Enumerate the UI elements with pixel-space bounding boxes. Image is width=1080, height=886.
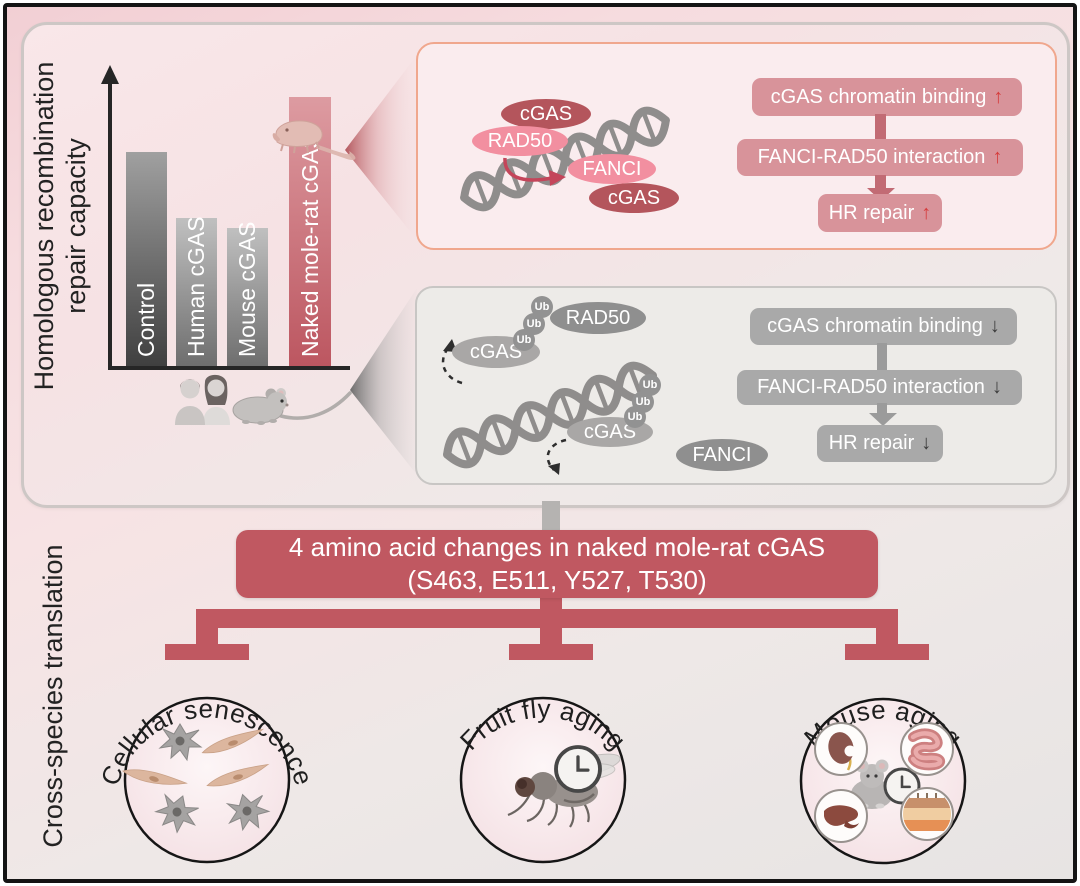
mutation-line2: (S463, E511, Y527, T530) (407, 565, 707, 595)
down-arrow-icon: ↓ (921, 432, 932, 454)
ubiquitin-badge: Ub (624, 406, 646, 428)
protein-oval-cgas: cGAS (501, 99, 591, 129)
flow-box-hr-repair-down: HR repair ↓ (817, 425, 943, 462)
down-arrow-icon: ↓ (991, 376, 1002, 398)
flow-label: FANCI-RAD50 interaction (757, 376, 985, 398)
y-axis-label-line2: repair capacity (61, 138, 91, 314)
protein-oval-fanci: FANCI (568, 154, 656, 184)
protein-oval-rad50: RAD50 (472, 126, 568, 156)
bar-label-human: Human cGAS (183, 216, 209, 357)
bar-label-mouse: Mouse cGAS (234, 222, 260, 358)
flow-box-chromatin-binding-up: cGAS chromatin binding ↑ (752, 78, 1022, 116)
human-couple-icon (175, 374, 230, 425)
flow-label: FANCI-RAD50 interaction (757, 146, 986, 168)
flow-box-fanci-rad50-down: FANCI-RAD50 interaction ↓ (737, 370, 1022, 405)
mutation-summary-box: 4 amino acid changes in naked mole-rat c… (236, 530, 878, 598)
zoom-cone-gray (350, 288, 417, 475)
ub-label: Ub (627, 411, 643, 423)
flow-label: cGAS chromatin binding (770, 85, 987, 108)
bar-human-cgas (176, 218, 217, 368)
ub-label: Ub (642, 379, 658, 391)
protein-label: cGAS (583, 420, 637, 443)
aging-mouse-icon (851, 759, 893, 809)
flow-box-hr-repair-up: HR repair ↑ (818, 194, 942, 232)
branch-drop-right (876, 628, 898, 645)
bar-mouse-cgas (227, 228, 268, 368)
ubiquitin-badge: Ub (639, 374, 661, 396)
bar-control (126, 152, 167, 368)
branch-drop-left (196, 628, 218, 645)
flow-box-fanci-rad50-up: FANCI-RAD50 interaction ↑ (737, 139, 1023, 176)
bar-label-control: Control (133, 283, 159, 357)
mouse-icon (232, 388, 352, 425)
bar-label-nmr: Naked mole-rat cGAS (297, 133, 323, 357)
protein-oval-fanci: FANCI (676, 439, 768, 471)
protein-label: cGAS (519, 102, 573, 125)
flow-connector (877, 343, 887, 372)
dashed-arrowhead-icon (548, 463, 560, 475)
branch-tbar-center (509, 644, 593, 660)
y-axis-arrowhead-icon (101, 65, 119, 84)
ubiquitin-badge: Ub (531, 296, 553, 318)
protein-label: RAD50 (565, 306, 631, 329)
protein-label: FANCI (692, 443, 752, 466)
flow-connector (877, 403, 887, 415)
intestine-icon (908, 728, 945, 771)
skin-icon (903, 793, 951, 831)
liver-icon (824, 805, 859, 829)
ub-label: Ub (534, 301, 550, 313)
mutation-line1: 4 amino acid changes in naked mole-rat c… (288, 531, 826, 562)
clock-icon (554, 745, 602, 793)
up-arrow-icon: ↑ (992, 146, 1003, 168)
y-axis-label-line1: Homologous recombination (29, 62, 59, 391)
flow-box-chromatin-binding-down: cGAS chromatin binding ↓ (750, 308, 1017, 345)
up-arrow-icon: ↑ (921, 201, 932, 224)
protein-label: cGAS (469, 340, 523, 363)
flow-label: HR repair (828, 201, 915, 224)
up-arrow-icon: ↑ (993, 85, 1004, 108)
zoom-cone-red (345, 55, 417, 240)
protein-label: cGAS (607, 186, 661, 209)
flow-label: cGAS chromatin binding (767, 315, 983, 337)
down-arrowhead-icon (869, 413, 897, 426)
ub-label: Ub (526, 318, 542, 330)
naked-mole-rat-icon (272, 120, 356, 161)
ub-label: Ub (516, 334, 532, 346)
protein-label: RAD50 (487, 129, 553, 152)
protein-oval-cgas2: cGAS (589, 183, 679, 213)
curved-arrow-icon (503, 157, 566, 186)
branch-hbar (196, 609, 898, 628)
ubiquitin-badge: Ub (513, 329, 535, 351)
branch-drop-center (540, 628, 562, 645)
kidney-icon (828, 732, 856, 771)
panel-connector (542, 501, 560, 531)
protein-label: FANCI (582, 157, 642, 180)
flow-label: HR repair (828, 432, 915, 454)
ub-label: Ub (635, 396, 651, 408)
flow-connector (875, 175, 886, 189)
section-label-cross-species: Cross-species translation (38, 544, 68, 847)
flow-connector (875, 114, 886, 141)
down-arrow-icon: ↓ (989, 315, 1000, 337)
branch-tbar-left (165, 644, 249, 660)
protein-oval-rad50: RAD50 (550, 302, 646, 334)
branch-tbar-right (845, 644, 929, 660)
branch-stem (540, 597, 562, 610)
